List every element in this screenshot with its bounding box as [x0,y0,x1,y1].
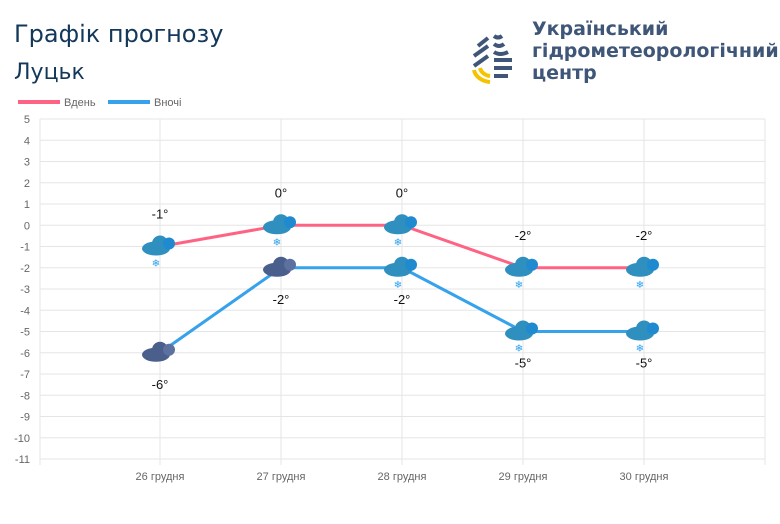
y-tick-label: 2 [24,178,30,190]
x-tick-label: 29 грудня [499,471,548,483]
weather-icon-cloud-snow: ❄ [505,256,538,291]
weather-icon-cloud-snow: ❄ [384,256,417,291]
y-tick-label: 4 [24,135,30,147]
weather-icon-cloud-snow: ❄ [263,214,296,248]
weather-icon-cloud-snow: ❄ [505,320,538,355]
data-label: -5° [636,356,653,371]
y-tick-label: -11 [15,454,30,466]
data-label: -6° [152,377,169,392]
ukrhydromet-logo [472,22,512,84]
svg-text:❄: ❄ [636,280,644,291]
legend-label: Вдень [64,97,96,109]
weather-icon-cloud-snow: ❄ [626,320,659,355]
y-tick-label: -1 [20,242,30,254]
org-name: Український гідрометеорологічний центр [532,18,779,84]
svg-text:❄: ❄ [394,237,402,248]
y-tick-label: -7 [20,369,30,381]
svg-text:❄: ❄ [152,259,160,270]
data-label: -2° [636,228,653,243]
y-tick-label: -8 [20,390,30,402]
data-label: -1° [152,207,169,222]
legend-label: Вночі [154,97,181,109]
weather-icon-cloud-snow: ❄ [384,214,417,248]
data-label: -2° [515,228,532,243]
weather-icon-dark-cloud [142,341,175,362]
y-tick-label: -3 [20,284,30,296]
weather-icon-cloud-snow: ❄ [142,235,175,270]
y-tick-label: -6 [20,348,30,360]
y-tick-label: 5 [24,114,30,126]
data-label: -5° [515,356,532,371]
svg-text:❄: ❄ [515,344,523,355]
weather-icon-dark-cloud [263,256,296,277]
org-line: Український [532,18,669,40]
x-tick-label: 30 грудня [620,471,669,483]
y-tick-label: -10 [14,433,30,445]
legend-swatch [108,100,150,104]
weather-icon-cloud-snow: ❄ [626,256,659,291]
svg-text:❄: ❄ [636,344,644,355]
y-tick-label: 0 [24,220,30,232]
city-name: Луцьк [14,60,85,85]
svg-text:❄: ❄ [273,237,281,248]
svg-text:❄: ❄ [394,280,402,291]
y-tick-label: -2 [20,263,30,275]
y-tick-label: 3 [24,157,30,169]
org-line: гідрометеорологічний [532,40,779,62]
y-tick-label: 1 [24,199,30,211]
page-title: Графік прогнозу [14,20,224,48]
x-tick-label: 27 грудня [257,471,306,483]
data-label: -2° [273,292,290,307]
org-line: центр [532,62,597,84]
y-tick-label: -5 [20,327,30,339]
data-label: -2° [394,292,411,307]
x-tick-label: 28 грудня [378,471,427,483]
y-tick-label: -9 [20,412,30,424]
legend-swatch [18,100,60,104]
data-label: 0° [396,185,408,200]
y-tick-label: -4 [20,305,30,317]
svg-text:❄: ❄ [515,280,523,291]
data-label: 0° [275,185,287,200]
x-tick-label: 26 грудня [136,471,185,483]
